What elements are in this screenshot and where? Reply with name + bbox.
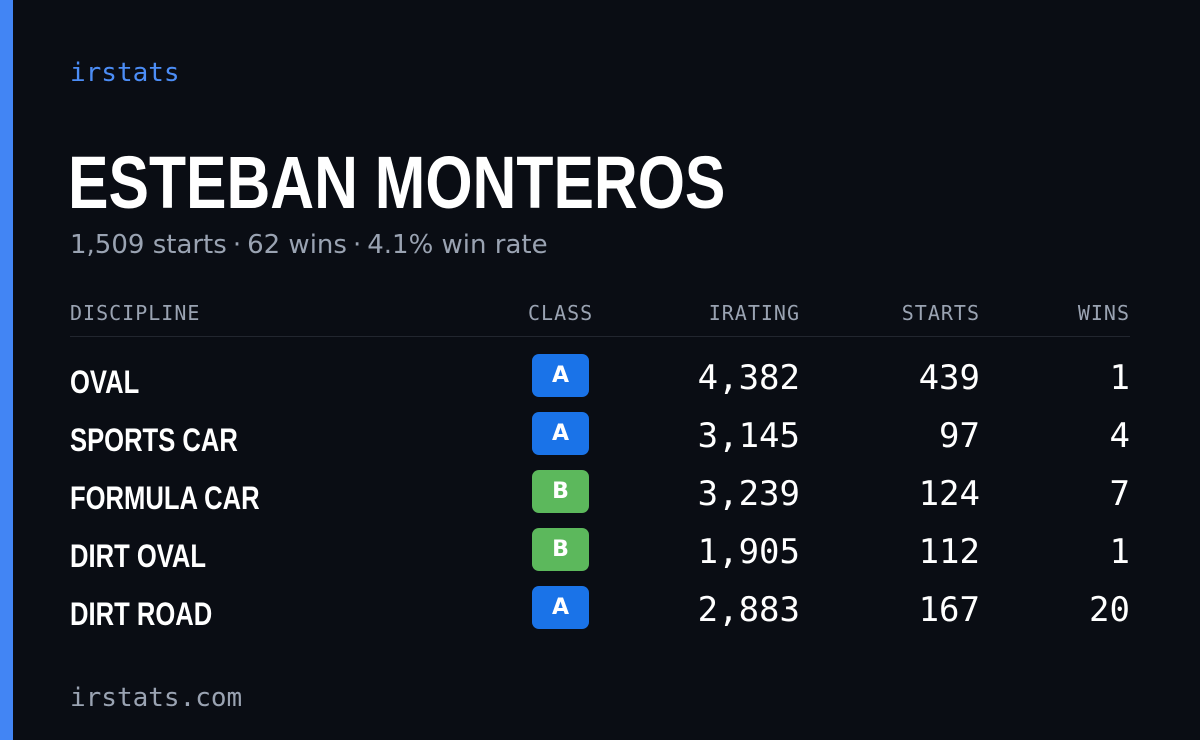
table-row: DIRT OVAL B 1,905 112 1 <box>70 524 1130 582</box>
win-rate: 4.1% win rate <box>367 230 548 260</box>
table-row: OVAL A 4,382 439 1 <box>70 350 1130 408</box>
class-badge: A <box>532 586 589 629</box>
class-badge: A <box>532 354 589 397</box>
header-wins: WINS <box>1077 301 1130 325</box>
separator: · <box>352 230 362 260</box>
irating-value: 3,145 <box>697 416 800 456</box>
brand-logo: irstats <box>70 58 180 88</box>
table-row: DIRT ROAD A 2,883 167 20 <box>70 582 1130 640</box>
header-class: CLASS <box>528 301 594 325</box>
wins-value: 4 <box>1109 416 1130 456</box>
discipline-name: SPORTS CAR <box>70 422 238 458</box>
discipline-name: DIRT ROAD <box>70 596 213 632</box>
header-starts: STARTS <box>901 301 980 325</box>
class-badge: A <box>532 412 589 455</box>
separator: · <box>232 230 242 260</box>
starts-value: 112 <box>918 532 980 572</box>
irating-value: 4,382 <box>697 358 800 398</box>
table-row: FORMULA CAR B 3,239 124 7 <box>70 466 1130 524</box>
starts-value: 167 <box>918 590 980 630</box>
driver-name: ESTEBAN MONTEROS <box>68 141 726 224</box>
wins-value: 20 <box>1089 590 1130 630</box>
total-starts: 1,509 starts <box>70 230 227 260</box>
irating-value: 2,883 <box>697 590 800 630</box>
starts-value: 439 <box>918 358 980 398</box>
class-badge: B <box>532 528 589 571</box>
table-row: SPORTS CAR A 3,145 97 4 <box>70 408 1130 466</box>
header-discipline: DISCIPLINE <box>70 301 201 325</box>
discipline-name: FORMULA CAR <box>70 480 260 516</box>
wins-value: 7 <box>1109 474 1130 514</box>
footer-url: irstats.com <box>70 683 243 713</box>
wins-value: 1 <box>1109 358 1130 398</box>
driver-summary: 1,509 starts · 62 wins · 4.1% win rate <box>70 228 548 262</box>
starts-value: 97 <box>939 416 980 456</box>
header-irating: IRATING <box>708 301 800 325</box>
total-wins: 62 wins <box>247 230 347 260</box>
wins-value: 1 <box>1109 532 1130 572</box>
table-header: DISCIPLINE CLASS IRATING STARTS WINS <box>70 298 1130 337</box>
discipline-table: OVAL A 4,382 439 1 SPORTS CAR A 3,145 97… <box>70 350 1130 640</box>
accent-bar <box>0 0 13 740</box>
irating-value: 1,905 <box>697 532 800 572</box>
discipline-name: DIRT OVAL <box>70 538 207 574</box>
discipline-name: OVAL <box>70 364 140 400</box>
starts-value: 124 <box>918 474 980 514</box>
irating-value: 3,239 <box>697 474 800 514</box>
class-badge: B <box>532 470 589 513</box>
